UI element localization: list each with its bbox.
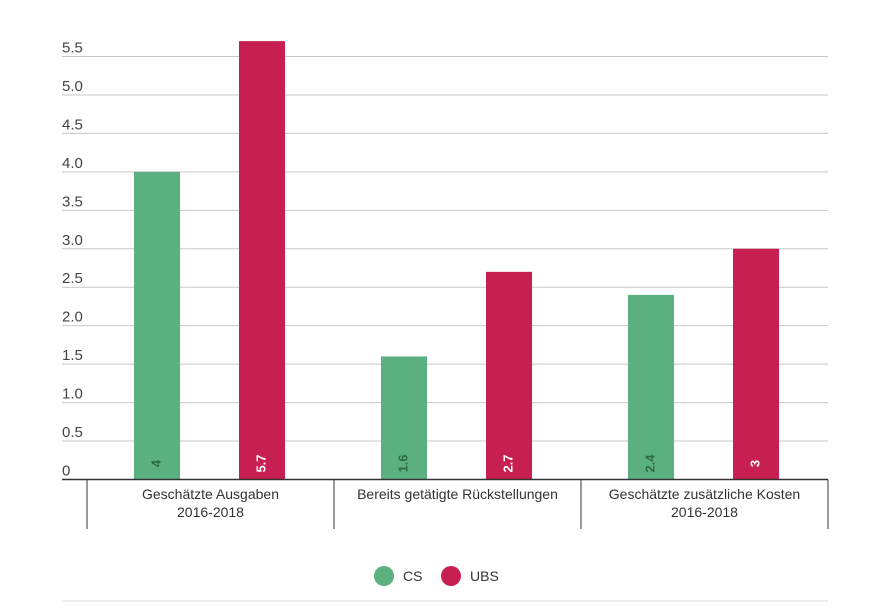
y-tick-label: 1.5 bbox=[62, 347, 83, 364]
bar bbox=[486, 271, 532, 480]
bar bbox=[733, 248, 779, 480]
data-label: 4 bbox=[148, 459, 163, 467]
y-tick-label: 3.5 bbox=[62, 193, 83, 210]
data-label: 2.4 bbox=[642, 454, 657, 473]
category-label: Geschätzte Ausgaben 2016-2018 bbox=[142, 486, 279, 520]
legend-label: CS bbox=[403, 568, 422, 584]
y-tick-label: 5.0 bbox=[62, 78, 83, 95]
bar bbox=[628, 294, 674, 480]
category-label: Geschätzte zusätzliche Kosten 2016-2018 bbox=[609, 486, 800, 520]
y-tick-label: 0.5 bbox=[62, 424, 83, 441]
data-label: 3 bbox=[747, 460, 762, 467]
y-tick-label: 3.0 bbox=[62, 232, 83, 249]
bar bbox=[134, 171, 180, 480]
data-label: 5.7 bbox=[253, 454, 268, 472]
legend-label: UBS bbox=[470, 568, 499, 584]
legend: CS UBS bbox=[62, 566, 828, 602]
legend-marker bbox=[441, 566, 461, 586]
y-axis-ticks: 0 0.5 1.0 1.5 2.0 2.5 3.0 3.5 4.0 4.5 5.0 5.5 bbox=[62, 40, 83, 480]
category-label: Bereits getätigte Rückstellungen bbox=[357, 486, 558, 502]
legend-marker bbox=[374, 566, 394, 586]
y-tick-label: 1.0 bbox=[62, 386, 83, 403]
y-tick-label: 2.5 bbox=[62, 270, 83, 287]
gridlines bbox=[62, 56, 828, 442]
bars: 4 1.6 2.4 5.7 2.7 3 bbox=[134, 41, 779, 480]
bar bbox=[239, 41, 285, 480]
x-axis: Geschätzte Ausgaben 2016-2018 Bereits getä… bbox=[62, 478, 829, 529]
y-tick-label: 4.0 bbox=[62, 155, 83, 172]
bar bbox=[381, 356, 427, 480]
y-tick-label: 5.5 bbox=[62, 40, 83, 57]
y-tick-label: 0 bbox=[62, 463, 70, 480]
data-label: 2.7 bbox=[500, 454, 515, 472]
data-label: 1.6 bbox=[395, 454, 410, 472]
y-tick-label: 2.0 bbox=[62, 309, 83, 326]
y-tick-label: 4.5 bbox=[62, 116, 83, 133]
